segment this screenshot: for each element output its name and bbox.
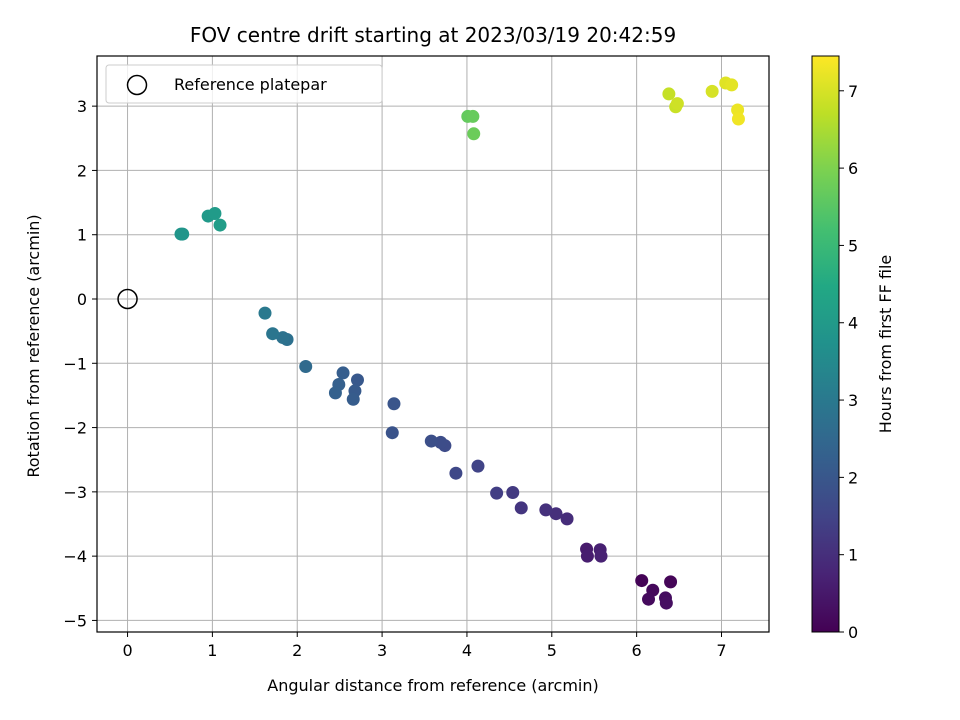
y-tick-label: −3 <box>63 483 87 502</box>
data-point <box>213 218 227 232</box>
data-point <box>385 426 399 440</box>
colorbar-tick-label: 7 <box>848 82 858 101</box>
x-tick-label: 6 <box>632 641 642 660</box>
data-point <box>276 331 290 345</box>
colorbar <box>811 55 840 633</box>
data-point <box>731 112 745 126</box>
colorbar-tick-label: 1 <box>848 546 858 565</box>
data-point <box>299 360 313 373</box>
data-point <box>176 227 190 241</box>
data-point <box>506 486 520 499</box>
data-point <box>670 97 684 111</box>
legend-label-reference: Reference platepar <box>174 75 327 94</box>
data-point <box>664 575 678 589</box>
legend-marker-reference <box>126 74 148 96</box>
plot-frame <box>96 55 770 633</box>
data-point <box>580 549 594 563</box>
data-point <box>266 327 280 341</box>
y-tick-label: 0 <box>77 290 87 309</box>
colorbar-tick-label: 6 <box>848 159 858 178</box>
data-point <box>449 466 463 480</box>
colorbar-tick-label: 0 <box>848 623 858 642</box>
data-point <box>346 392 360 406</box>
data-point <box>424 434 438 448</box>
colorbar-tick-label: 5 <box>848 236 858 255</box>
data-point <box>328 386 342 400</box>
colorbar-ticks: 0 1 2 3 4 5 6 7 <box>839 82 858 642</box>
data-point <box>471 459 485 473</box>
data-point <box>560 512 574 526</box>
colorbar-tick-label: 2 <box>848 468 858 487</box>
reference-point <box>117 288 138 310</box>
colorbar-tick-label: 3 <box>848 391 858 410</box>
y-tick-label: 2 <box>77 161 87 180</box>
legend: Reference platepar <box>105 64 383 104</box>
x-tick-label: 2 <box>292 641 302 660</box>
chart-title: FOV centre drift starting at 2023/03/19 … <box>190 23 676 47</box>
colorbar-tick-label: 4 <box>848 314 858 333</box>
x-tick-label: 7 <box>716 641 726 660</box>
data-point <box>208 207 222 220</box>
y-axis-label: Rotation from reference (arcmin) <box>24 214 43 477</box>
legend-box <box>105 64 383 104</box>
data-point <box>705 84 719 98</box>
y-tick-label: 1 <box>77 226 87 245</box>
data-point <box>659 596 673 610</box>
y-tick-label: 3 <box>77 97 87 116</box>
data-point <box>387 397 401 411</box>
data-points <box>117 76 745 610</box>
data-point <box>514 501 528 515</box>
data-point <box>490 486 504 500</box>
grid <box>97 56 769 632</box>
data-point <box>642 592 656 606</box>
y-tick-label: −5 <box>63 611 87 630</box>
x-tick-label: 3 <box>377 641 387 660</box>
data-point <box>466 109 480 123</box>
axis-ticks: 0 1 2 3 4 5 6 7 −5 −4 −3 −2 −1 0 1 2 3 <box>63 97 726 660</box>
x-tick-label: 0 <box>122 641 132 660</box>
data-point <box>467 127 481 141</box>
data-point <box>336 366 350 380</box>
data-point <box>539 503 553 517</box>
data-point <box>662 87 676 101</box>
x-tick-label: 4 <box>462 641 472 660</box>
y-tick-label: −1 <box>63 354 87 373</box>
colorbar-label: Hours from first FF file <box>876 255 895 434</box>
data-point <box>594 549 608 563</box>
y-tick-label: −2 <box>63 419 87 438</box>
x-tick-label: 1 <box>207 641 217 660</box>
data-point <box>258 306 272 320</box>
x-axis-label: Angular distance from reference (arcmin) <box>267 676 598 695</box>
data-point <box>635 574 649 588</box>
data-point <box>549 507 563 521</box>
x-tick-label: 5 <box>547 641 557 660</box>
data-point <box>350 373 364 387</box>
data-point <box>725 78 739 92</box>
y-tick-label: −4 <box>63 547 87 566</box>
